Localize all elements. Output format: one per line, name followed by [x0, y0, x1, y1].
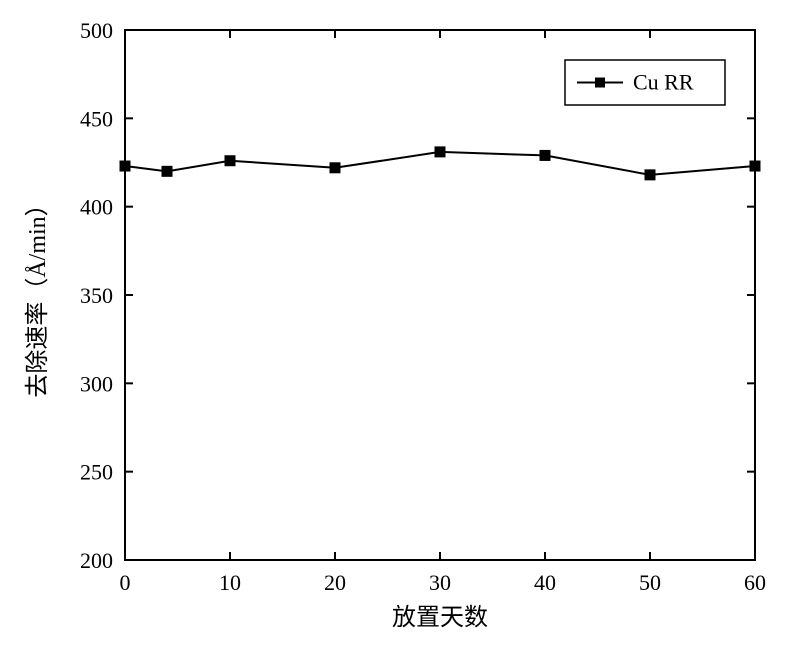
- chart-container: 0 10 20 30 40 50 60 200 250 300 350 400 450 500 放置天数 去除…: [0, 0, 800, 654]
- x-tick-label: 50: [639, 570, 661, 595]
- legend-label: Cu RR: [633, 70, 694, 95]
- y-axis-label: 去除速率（Å/min）: [24, 192, 51, 397]
- data-marker: [750, 161, 760, 171]
- data-marker: [645, 170, 655, 180]
- y-tick-label: 300: [80, 371, 113, 396]
- x-tick-label: 40: [534, 570, 556, 595]
- x-tick-label: 10: [219, 570, 241, 595]
- x-axis-label: 放置天数: [392, 604, 488, 631]
- legend-marker: [595, 78, 605, 88]
- x-tick-label: 30: [429, 570, 451, 595]
- x-tick-label: 20: [324, 570, 346, 595]
- data-marker: [120, 161, 130, 171]
- data-marker: [225, 156, 235, 166]
- data-marker: [435, 147, 445, 157]
- data-marker: [330, 163, 340, 173]
- data-marker: [162, 166, 172, 176]
- y-tick-label: 500: [80, 18, 113, 43]
- data-marker: [540, 150, 550, 160]
- x-tick-label: 0: [120, 570, 131, 595]
- y-tick-label: 200: [80, 548, 113, 573]
- y-tick-label: 250: [80, 460, 113, 485]
- y-tick-label: 350: [80, 283, 113, 308]
- y-tick-label: 450: [80, 106, 113, 131]
- chart-svg: 0 10 20 30 40 50 60 200 250 300 350 400 450 500 放置天数 去除…: [0, 0, 800, 654]
- y-tick-label: 400: [80, 195, 113, 220]
- x-tick-label: 60: [744, 570, 766, 595]
